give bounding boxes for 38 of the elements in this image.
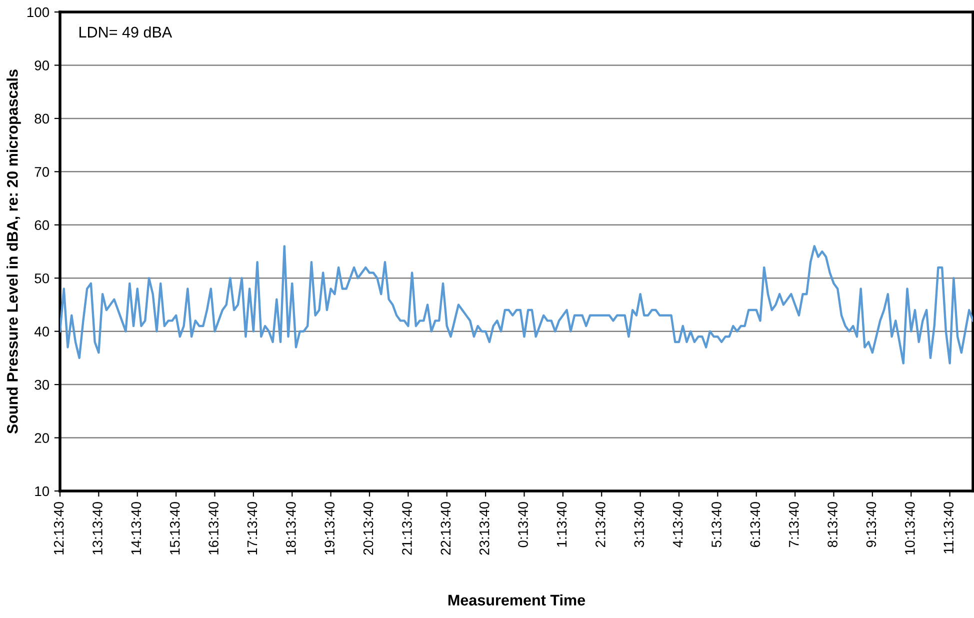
y-tick-label: 20 [34,433,50,443]
x-tick-label: 14:13:40 [131,502,142,554]
x-tick-label: 7:13:40 [788,502,799,548]
x-tick-label: 4:13:40 [672,502,683,548]
x-tick-label: 6:13:40 [750,502,760,548]
x-tick-label: 2:13:40 [596,502,606,548]
y-tick-label: 40 [34,326,50,337]
x-tick-label: 13:13:40 [92,502,102,554]
x-tick-label: 11:13:40 [944,502,954,554]
line-series [60,245,973,364]
y-tick-label: 70 [34,167,50,177]
x-tick-label: 10:13:40 [904,502,915,554]
x-tick-label: 1:13:40 [556,502,567,547]
x-tick-label: 17:13:40 [247,502,258,554]
x-tick-label: 5:13:40 [712,502,722,548]
x-tick-label: 9:13:40 [866,502,876,548]
annotation: LDN= 49 dBA [80,26,172,38]
x-tick-label: 19:13:40 [324,502,335,554]
x-tick-label: 3:13:40 [634,502,644,548]
x-tick-label: 23:13:40 [479,502,490,555]
x-tick-label: 21:13:40 [402,502,412,555]
y-tick-label: 80 [34,114,50,124]
x-tick-label: 8:13:40 [828,502,838,548]
y-tick-label: 10 [35,486,50,496]
x-tick-label: 12:13:40 [54,502,64,554]
x-tick-label: 16:13:40 [208,502,218,554]
y-tick-label: 50 [34,273,50,284]
x-tick-label: 18:13:40 [286,502,296,554]
y-tick-label: 100 [27,7,50,18]
y-tick-label: 60 [34,220,50,230]
y-tick-label: 30 [34,380,50,390]
y-axis-title: Sound Pressure Level in dBA, re: 20 micropascals [6,70,21,434]
x-tick-label: 15:13:40 [170,502,180,554]
x-tick-label: 20:13:40 [363,502,374,555]
x-tick-label: 22:13:40 [440,502,451,555]
x-tick-label: 0:13:40 [518,502,528,548]
y-tick-label: 90 [34,60,50,70]
x-axis-title: Measurement Time [448,594,586,606]
